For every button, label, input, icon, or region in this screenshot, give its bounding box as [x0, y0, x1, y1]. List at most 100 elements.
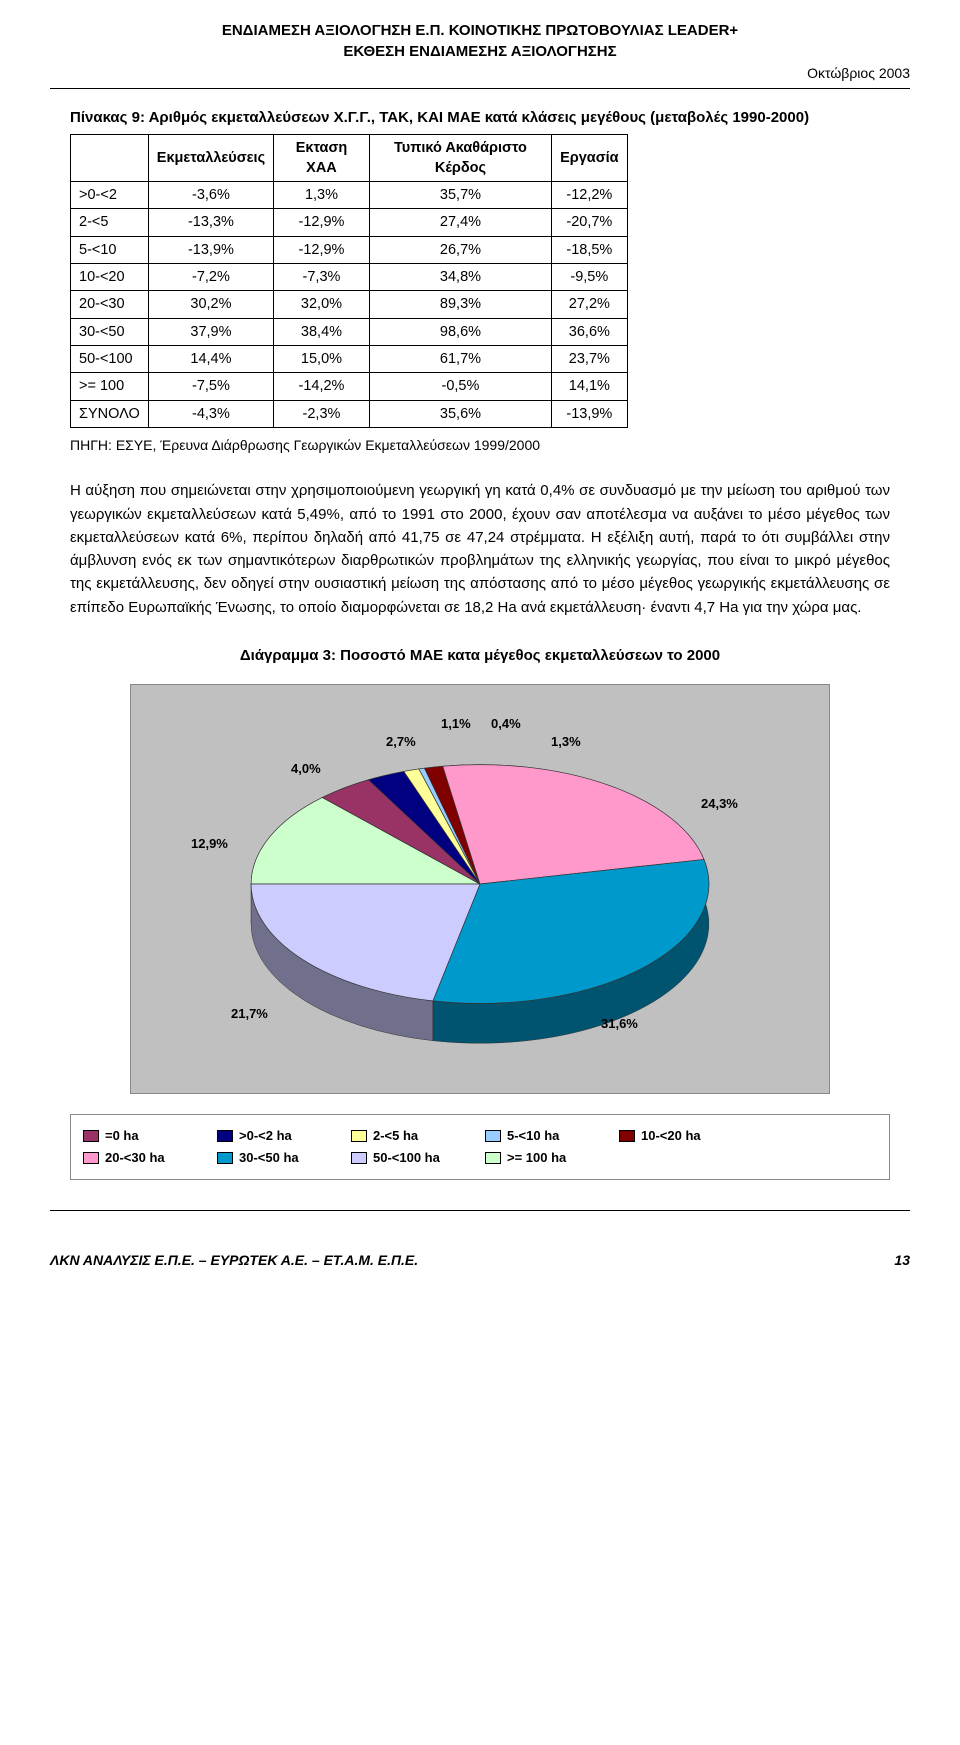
header-line2: ΕΚΘΕΣΗ ΕΝΔΙΑΜΕΣΗΣ ΑΞΙΟΛΟΓΗΣΗΣ: [50, 41, 910, 62]
page-content: Πίνακας 9: Αριθμός εκμεταλλεύσεων Χ.Γ.Γ.…: [50, 107, 910, 1181]
legend-item: >= 100 ha: [485, 1149, 595, 1167]
table-cell: 38,4%: [274, 318, 370, 345]
pie-pct-label: 31,6%: [601, 1015, 638, 1033]
table-cell: 32,0%: [274, 291, 370, 318]
legend-item: 50-<100 ha: [351, 1149, 461, 1167]
legend-swatch: [485, 1130, 501, 1142]
table-row: >0-<2-3,6%1,3%35,7%-12,2%: [71, 182, 628, 209]
col-ergasia: Εργασία: [552, 134, 628, 182]
table-header-row: Εκμεταλλεύσεις Εκταση ΧΑΑ Τυπικό Ακαθάρι…: [71, 134, 628, 182]
table-cell: 14,1%: [552, 373, 628, 400]
legend-label: 50-<100 ha: [373, 1149, 440, 1167]
table-row: 20-<3030,2%32,0%89,3%27,2%: [71, 291, 628, 318]
pie-svg: [131, 685, 829, 1093]
table-cell: -13,3%: [148, 209, 273, 236]
footer-left: ΛΚΝ ΑΝΑΛΥΣΙΣ Ε.Π.Ε. – ΕΥΡΩΤΕΚ Α.Ε. – ΕΤ.…: [50, 1251, 418, 1271]
table-cell: 36,6%: [552, 318, 628, 345]
pie-pct-label: 24,3%: [701, 795, 738, 813]
table-cell: -20,7%: [552, 209, 628, 236]
table-row: 10-<20-7,2%-7,3%34,8%-9,5%: [71, 264, 628, 291]
table-cell: -7,2%: [148, 264, 273, 291]
table-row: 5-<10-13,9%-12,9%26,7%-18,5%: [71, 236, 628, 263]
table-cell: -12,2%: [552, 182, 628, 209]
table-cell: 15,0%: [274, 345, 370, 372]
table-cell: 20-<30: [71, 291, 149, 318]
table-cell: -2,3%: [274, 400, 370, 427]
table-cell: 61,7%: [369, 345, 551, 372]
footer-rule: [50, 1210, 910, 1211]
table-cell: 14,4%: [148, 345, 273, 372]
legend-swatch: [619, 1130, 635, 1142]
table-cell: -3,6%: [148, 182, 273, 209]
table-cell: 35,7%: [369, 182, 551, 209]
table-row: 30-<5037,9%38,4%98,6%36,6%: [71, 318, 628, 345]
table-cell: -4,3%: [148, 400, 273, 427]
legend-swatch: [83, 1152, 99, 1164]
table-cell: 30-<50: [71, 318, 149, 345]
header-rule: [50, 88, 910, 89]
chart-plot-area: 4,0%2,7%1,1%0,4%1,3%24,3%31,6%21,7%12,9%: [130, 684, 830, 1094]
table-cell: 23,7%: [552, 345, 628, 372]
table-cell: 10-<20: [71, 264, 149, 291]
table-cell: 1,3%: [274, 182, 370, 209]
table-row: ΣΥΝΟΛΟ-4,3%-2,3%35,6%-13,9%: [71, 400, 628, 427]
table-cell: -7,5%: [148, 373, 273, 400]
legend-swatch: [217, 1130, 233, 1142]
table-cell: -13,9%: [552, 400, 628, 427]
legend-swatch: [351, 1152, 367, 1164]
footer-page-number: 13: [894, 1251, 910, 1271]
table-cell: 37,9%: [148, 318, 273, 345]
data-table: Εκμεταλλεύσεις Εκταση ΧΑΑ Τυπικό Ακαθάρι…: [70, 134, 628, 428]
col-blank: [71, 134, 149, 182]
pie-pct-label: 12,9%: [191, 835, 228, 853]
legend-item: 2-<5 ha: [351, 1127, 461, 1145]
table-source: ΠΗΓΗ: ΕΣΥΕ, Έρευνα Διάρθρωσης Γεωργικών …: [70, 436, 890, 456]
col-ektasi: Εκταση ΧΑΑ: [274, 134, 370, 182]
body-paragraph: Η αύξηση που σημειώνεται στην χρησιμοποι…: [70, 479, 890, 619]
table-cell: -18,5%: [552, 236, 628, 263]
legend-label: >0-<2 ha: [239, 1127, 292, 1145]
table-cell: -14,2%: [274, 373, 370, 400]
legend-swatch: [83, 1130, 99, 1142]
table-cell: -0,5%: [369, 373, 551, 400]
pie-pct-label: 1,3%: [551, 733, 581, 751]
table-cell: 50-<100: [71, 345, 149, 372]
legend-label: 2-<5 ha: [373, 1127, 418, 1145]
table-cell: 98,6%: [369, 318, 551, 345]
legend-label: >= 100 ha: [507, 1149, 566, 1167]
pie-pct-label: 2,7%: [386, 733, 416, 751]
table-cell: 5-<10: [71, 236, 149, 263]
legend-label: 10-<20 ha: [641, 1127, 701, 1145]
legend-item: 10-<20 ha: [619, 1127, 729, 1145]
header-line1: ΕΝΔΙΑΜΕΣΗ ΑΞΙΟΛΟΓΗΣΗ Ε.Π. ΚΟΙΝΟΤΙΚΗΣ ΠΡΩ…: [50, 20, 910, 41]
legend-swatch: [217, 1152, 233, 1164]
table-row: 50-<10014,4%15,0%61,7%23,7%: [71, 345, 628, 372]
legend-swatch: [351, 1130, 367, 1142]
table-cell: 34,8%: [369, 264, 551, 291]
legend-label: 5-<10 ha: [507, 1127, 559, 1145]
legend-row: =0 ha >0-<2 ha 2-<5 ha 5-<10 ha 10-<20 ha: [83, 1127, 877, 1145]
legend-label: =0 ha: [105, 1127, 139, 1145]
legend-item: =0 ha: [83, 1127, 193, 1145]
pie-pct-label: 1,1%: [441, 715, 471, 733]
chart-legend: =0 ha >0-<2 ha 2-<5 ha 5-<10 ha 10-<20 ha 20-…: [70, 1114, 890, 1180]
table-row: >= 100-7,5%-14,2%-0,5%14,1%: [71, 373, 628, 400]
legend-row: 20-<30 ha 30-<50 ha 50-<100 ha >= 100 ha: [83, 1149, 877, 1167]
pie-pct-label: 0,4%: [491, 715, 521, 733]
page-header: ΕΝΔΙΑΜΕΣΗ ΑΞΙΟΛΟΓΗΣΗ Ε.Π. ΚΟΙΝΟΤΙΚΗΣ ΠΡΩ…: [50, 20, 910, 89]
table-cell: >0-<2: [71, 182, 149, 209]
legend-item: 20-<30 ha: [83, 1149, 193, 1167]
table-cell: -7,3%: [274, 264, 370, 291]
legend-item: >0-<2 ha: [217, 1127, 327, 1145]
header-date: Οκτώβριος 2003: [50, 64, 910, 84]
table-cell: 27,4%: [369, 209, 551, 236]
table-cell: -12,9%: [274, 236, 370, 263]
col-kerdos: Τυπικό Ακαθάριστο Κέρδος: [369, 134, 551, 182]
pie-chart: 4,0%2,7%1,1%0,4%1,3%24,3%31,6%21,7%12,9%: [70, 674, 890, 1104]
legend-item: 30-<50 ha: [217, 1149, 327, 1167]
table-cell: 26,7%: [369, 236, 551, 263]
pie-pct-label: 21,7%: [231, 1005, 268, 1023]
legend-item: 5-<10 ha: [485, 1127, 595, 1145]
table-title: Πίνακας 9: Αριθμός εκμεταλλεύσεων Χ.Γ.Γ.…: [70, 107, 890, 128]
legend-label: 30-<50 ha: [239, 1149, 299, 1167]
